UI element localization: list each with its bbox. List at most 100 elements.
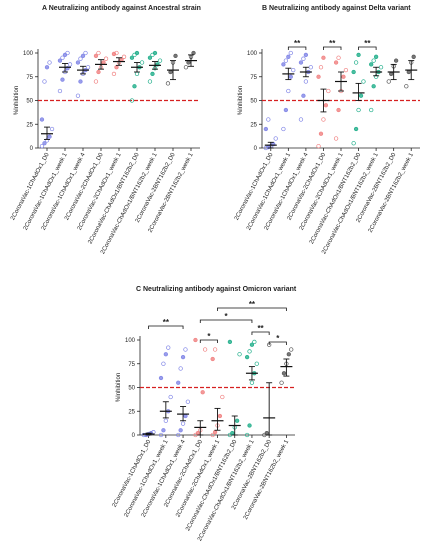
data-point — [411, 54, 416, 59]
significance-label: ** — [294, 39, 301, 48]
data-point — [157, 58, 163, 63]
data-point — [152, 50, 158, 56]
data-point — [39, 143, 45, 149]
significance-bracket — [287, 46, 307, 50]
significance-bracket — [358, 46, 377, 50]
data-point — [121, 54, 127, 59]
data-point — [264, 430, 269, 436]
data-point — [180, 354, 186, 360]
data-point — [343, 67, 349, 73]
significance-bracket — [217, 307, 287, 311]
data-point — [178, 366, 183, 371]
data-point — [39, 117, 45, 122]
data-point — [273, 136, 278, 141]
data-point — [249, 380, 255, 385]
data-point — [252, 339, 257, 345]
significance-label: ** — [163, 318, 170, 327]
data-point — [212, 430, 218, 435]
data-point — [65, 50, 70, 56]
data-point — [353, 60, 359, 65]
data-point — [318, 131, 324, 136]
data-point — [291, 67, 296, 73]
data-point — [298, 60, 304, 65]
data-point — [244, 432, 250, 438]
data-point — [289, 347, 294, 352]
data-point — [134, 71, 140, 77]
data-point — [114, 50, 119, 56]
data-point — [57, 88, 63, 94]
y-tick-label: 25 — [26, 122, 33, 128]
data-point — [62, 52, 68, 58]
significance-label: ** — [257, 324, 264, 333]
data-point — [183, 413, 188, 419]
y-axis-label: %Inhibition — [14, 86, 20, 115]
data-point — [336, 107, 341, 113]
chart-title: C Neutralizing antibody against Omicron … — [136, 286, 297, 293]
data-point — [247, 349, 252, 354]
data-point — [132, 84, 137, 89]
data-point — [371, 84, 376, 89]
data-point — [158, 375, 164, 381]
data-point — [286, 88, 291, 94]
data-point — [378, 65, 384, 70]
data-point — [406, 69, 411, 75]
data-point — [358, 93, 364, 98]
data-point — [101, 60, 106, 65]
y-tick-label: 0 — [30, 146, 34, 152]
y-axis-label: %Inhibition — [116, 373, 122, 402]
data-point — [303, 52, 309, 58]
data-point — [75, 93, 81, 98]
significance-bracket — [251, 331, 270, 335]
data-point — [283, 58, 289, 63]
data-point — [386, 79, 391, 84]
data-point — [47, 60, 52, 65]
significance-bracket — [268, 341, 287, 345]
data-point — [150, 71, 155, 77]
data-point — [283, 107, 289, 113]
data-point — [93, 79, 99, 84]
data-point — [44, 65, 50, 70]
data-point — [336, 55, 341, 60]
data-point — [147, 79, 153, 84]
data-point — [163, 352, 168, 357]
data-point — [78, 79, 83, 84]
data-point — [161, 428, 166, 433]
data-point — [301, 56, 306, 61]
data-point — [286, 352, 291, 357]
data-point — [281, 126, 286, 132]
data-point — [185, 399, 191, 404]
data-point — [158, 432, 164, 438]
data-point — [227, 339, 233, 345]
data-point — [404, 84, 409, 89]
data-point — [298, 117, 304, 122]
data-point — [180, 421, 186, 426]
data-point — [301, 93, 306, 98]
data-point — [60, 77, 65, 82]
data-point — [129, 55, 135, 60]
data-point — [96, 69, 101, 75]
chart-title: B Neutralizing antibody against Delta va… — [262, 5, 411, 12]
data-point — [202, 347, 208, 352]
significance-bracket — [323, 46, 342, 50]
data-point — [173, 53, 178, 58]
significance-label: ** — [364, 39, 371, 48]
data-point — [111, 71, 117, 77]
data-point — [129, 98, 135, 103]
y-tick-label: 25 — [128, 409, 135, 415]
data-point — [183, 65, 189, 70]
data-point — [351, 141, 356, 146]
data-point — [139, 60, 145, 65]
data-point — [254, 361, 259, 366]
significance-label: * — [207, 332, 211, 341]
significance-label: * — [276, 334, 280, 343]
data-point — [316, 143, 321, 149]
data-point — [134, 50, 140, 56]
y-tick-label: 50 — [250, 99, 257, 105]
data-point — [191, 50, 196, 56]
data-point — [247, 423, 252, 428]
data-point — [186, 60, 191, 65]
significance-bracket — [199, 339, 218, 343]
data-point — [103, 56, 109, 61]
data-point — [393, 58, 399, 63]
